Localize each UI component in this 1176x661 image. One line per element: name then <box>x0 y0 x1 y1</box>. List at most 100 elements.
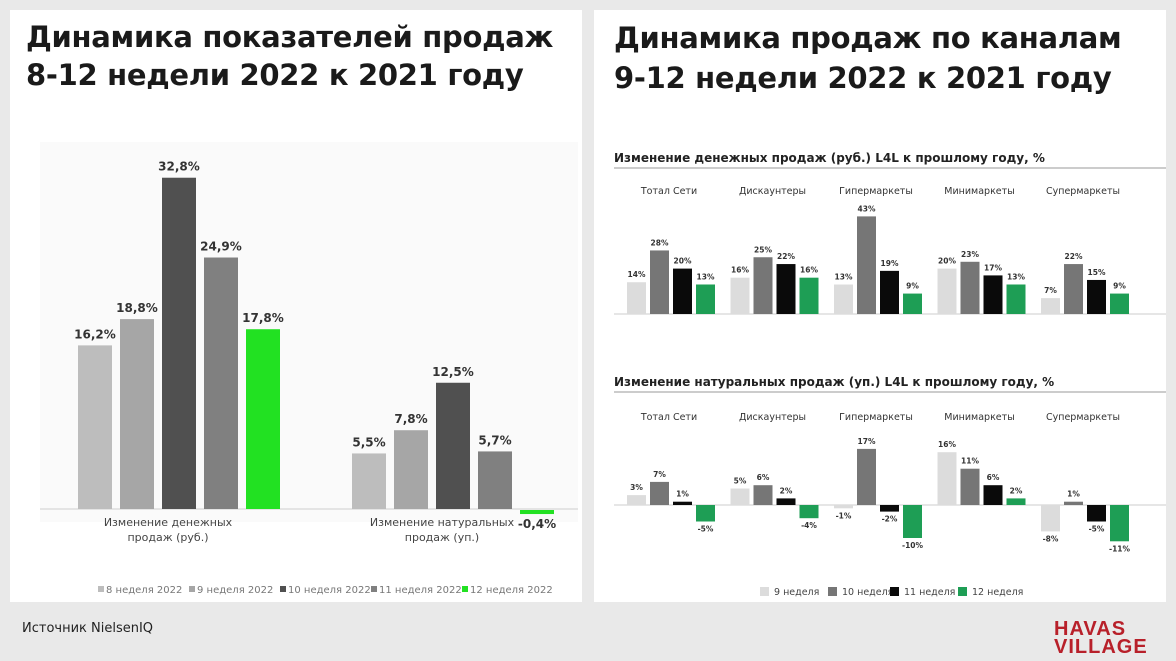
money-label-3-1: 13% <box>835 272 853 281</box>
money-label-2-2: 25% <box>754 245 772 254</box>
money-bar-1-1 <box>627 282 646 314</box>
bar-1-2 <box>120 319 154 509</box>
units-label-4-4: 2% <box>1010 486 1023 495</box>
units-label-4-2: 11% <box>961 457 979 466</box>
money-bar-4-3 <box>983 275 1003 314</box>
right-legend-swatch-1 <box>760 587 769 596</box>
units-bar-4-3 <box>983 485 1003 505</box>
right-legend-label-2: 10 неделя <box>842 587 893 598</box>
bar-label-1-4: 24,9% <box>200 240 242 254</box>
right-legend-label-4: 12 неделя <box>972 587 1023 598</box>
money-bar-5-1 <box>1041 298 1060 314</box>
money-label-2-4: 16% <box>800 266 818 275</box>
left-title-line-2: 8-12 недели 2022 к 2021 году <box>26 58 524 92</box>
logo-line-2: VILLAGE <box>1054 636 1148 658</box>
units-label-1-1: 3% <box>630 483 643 492</box>
money-bar-3-3 <box>880 270 899 314</box>
money-category-3: Гипермаркеты <box>839 186 913 197</box>
units-bar-3-4 <box>903 505 922 538</box>
bar-2-3 <box>436 382 470 509</box>
money-label-1-1: 14% <box>628 270 646 279</box>
legend-swatch-2 <box>189 586 195 592</box>
money-category-5: Супермаркеты <box>1046 186 1120 197</box>
units-label-5-2: 1% <box>1067 490 1080 499</box>
left-panel: Динамика показателей продаж 8-12 недели … <box>10 10 582 602</box>
units-label-4-1: 16% <box>938 440 956 449</box>
category-label-2-1: Изменение натуральных <box>370 516 515 529</box>
money-bar-5-3 <box>1087 279 1106 314</box>
units-bar-5-3 <box>1087 505 1106 522</box>
money-label-1-3: 20% <box>674 257 692 266</box>
bar-2-5 <box>520 510 554 515</box>
right-title-line-2: 9-12 недели 2022 к 2021 году <box>614 61 1112 95</box>
money-bar-2-4 <box>799 277 819 314</box>
money-bar-3-4 <box>903 293 922 314</box>
units-bar-4-4 <box>1006 498 1026 505</box>
units-label-5-4: -11% <box>1109 544 1131 553</box>
money-label-1-2: 28% <box>651 238 669 247</box>
units-bar-2-1 <box>730 488 750 505</box>
units-bar-1-1 <box>627 495 646 505</box>
units-bar-3-3 <box>880 505 899 512</box>
units-category-3: Гипермаркеты <box>839 412 913 423</box>
bar-label-2-1: 5,5% <box>352 435 385 449</box>
right-chart: Изменение денежных продаж (руб.) L4L к п… <box>614 151 1166 598</box>
right-legend-label-3: 11 неделя <box>904 587 955 598</box>
units-bar-5-4 <box>1110 505 1129 542</box>
units-label-1-3: 1% <box>676 490 689 499</box>
category-label-2-2: продаж (уп.) <box>405 531 479 544</box>
money-label-2-3: 22% <box>777 252 795 261</box>
money-bar-2-1 <box>730 277 750 314</box>
units-bar-1-4 <box>696 505 715 522</box>
bar-label-2-5: -0,4% <box>518 517 556 531</box>
units-category-5: Супермаркеты <box>1046 412 1120 423</box>
bar-1-3 <box>162 177 196 509</box>
money-category-1: Тотал Сети <box>640 186 697 197</box>
units-bar-1-3 <box>673 501 692 505</box>
bar-label-2-2: 7,8% <box>394 412 427 426</box>
units-label-5-1: -8% <box>1043 534 1059 543</box>
money-category-2: Дискаунтеры <box>739 186 806 197</box>
category-label-1-1: Изменение денежных <box>104 516 233 529</box>
units-label-2-4: -4% <box>801 521 817 530</box>
money-label-4-2: 23% <box>961 250 979 259</box>
units-label-3-1: -1% <box>836 511 852 520</box>
units-bar-5-2 <box>1064 501 1083 505</box>
bar-label-1-5: 17,8% <box>242 311 284 325</box>
units-category-2: Дискаунтеры <box>739 412 806 423</box>
right-legend-swatch-2 <box>828 587 837 596</box>
units-label-3-3: -2% <box>882 515 898 524</box>
money-bar-3-2 <box>857 216 876 314</box>
units-label-1-4: -5% <box>698 525 714 534</box>
units-bar-2-2 <box>753 485 773 505</box>
units-category-1: Тотал Сети <box>640 412 697 423</box>
units-label-1-2: 7% <box>653 470 666 479</box>
category-label-1-2: продаж (руб.) <box>127 531 208 544</box>
money-bar-5-2 <box>1064 264 1083 314</box>
left-title-line-1: Динамика показателей продаж <box>26 20 554 54</box>
right-legend-swatch-3 <box>890 587 899 596</box>
legend-label-3: 10 неделя 2022 <box>288 585 371 596</box>
legend-label-2: 9 неделя 2022 <box>197 585 273 596</box>
right-title-line-1: Динамика продаж по каналам <box>614 21 1122 55</box>
units-bar-2-4 <box>799 505 819 519</box>
money-label-4-4: 13% <box>1007 272 1025 281</box>
money-bar-4-1 <box>937 268 957 314</box>
money-label-3-3: 19% <box>881 259 899 268</box>
bar-label-2-4: 5,7% <box>478 433 511 447</box>
money-bar-1-3 <box>673 268 692 314</box>
units-title: Изменение натуральных продаж (уп.) L4L к… <box>614 375 1054 389</box>
money-category-4: Минимаркеты <box>944 186 1014 197</box>
money-label-2-1: 16% <box>731 266 749 275</box>
legend-label-1: 8 неделя 2022 <box>106 585 182 596</box>
right-legend-swatch-4 <box>958 587 967 596</box>
money-bar-1-4 <box>696 284 715 314</box>
units-label-2-1: 5% <box>734 477 747 486</box>
bar-1-4 <box>204 257 238 509</box>
bar-label-1-2: 18,8% <box>116 301 158 315</box>
money-label-5-4: 9% <box>1113 282 1126 291</box>
bar-label-2-3: 12,5% <box>432 365 474 379</box>
units-label-3-4: -10% <box>902 541 924 550</box>
units-label-4-3: 6% <box>987 473 1000 482</box>
bar-2-4 <box>478 451 512 509</box>
